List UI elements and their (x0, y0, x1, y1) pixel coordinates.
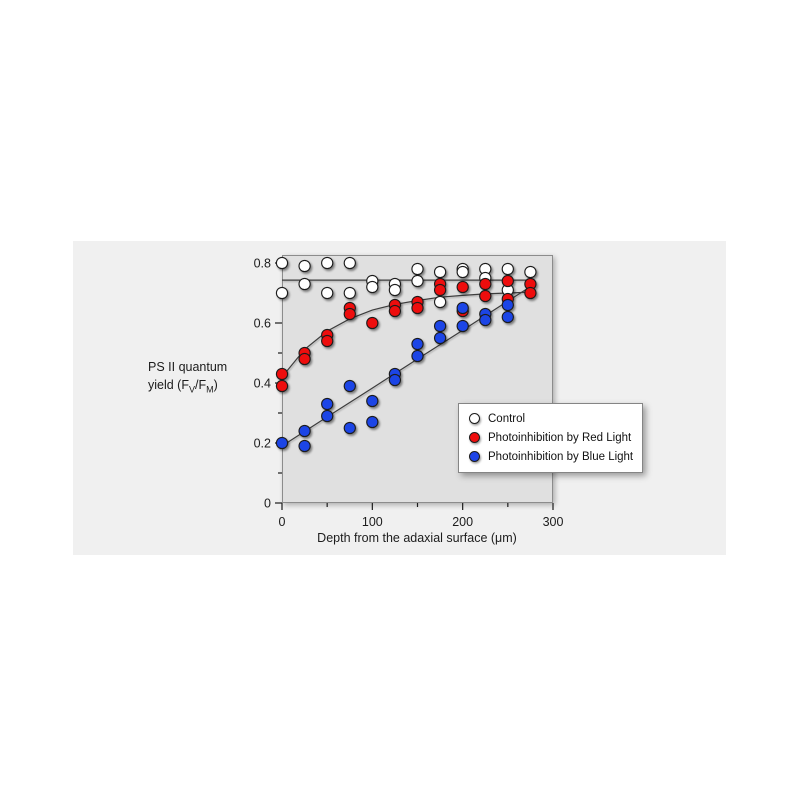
data-point-red (343, 307, 356, 321)
data-point-control (456, 265, 469, 279)
data-point-control (343, 286, 356, 300)
data-point-blue (343, 379, 356, 393)
x-tick-label: 0 (279, 515, 286, 529)
data-point-blue (298, 424, 311, 438)
legend-label-blue-light: Photoinhibition by Blue Light (488, 450, 634, 463)
x-axis-title: Depth from the adaxial surface (μm) (317, 531, 517, 545)
data-point-red (479, 289, 492, 303)
x-tick-label: 200 (452, 515, 473, 529)
data-point-blue (501, 298, 514, 312)
y-tick-label: 0 (264, 497, 271, 511)
y-axis-title-line2: yield (FV/FM) (148, 378, 218, 395)
data-point-blue (366, 394, 379, 408)
data-point-blue (456, 301, 469, 315)
legend: Control Photoinhibition by Red Light Pho… (458, 403, 643, 473)
data-point-blue (298, 439, 311, 453)
data-point-red (366, 316, 379, 330)
data-point-blue (433, 331, 447, 345)
legend-item-control: Control (469, 409, 642, 428)
data-point-blue (321, 409, 334, 423)
data-point-red (388, 304, 402, 318)
data-point-control (298, 277, 311, 291)
data-point-blue (501, 310, 514, 324)
data-point-red (433, 283, 447, 297)
data-point-red (456, 280, 469, 294)
data-point-red (501, 274, 514, 288)
data-point-control (275, 286, 289, 300)
data-point-control (321, 256, 334, 270)
x-tick-label: 100 (362, 515, 383, 529)
data-point-control (433, 295, 447, 309)
data-point-red (275, 379, 289, 393)
legend-item-blue-light: Photoinhibition by Blue Light (469, 447, 642, 466)
legend-item-red-light: Photoinhibition by Red Light (469, 428, 642, 447)
data-point-red (479, 277, 492, 291)
data-point-blue (411, 349, 424, 363)
data-point-control (433, 265, 447, 279)
data-point-red (524, 286, 537, 300)
data-point-control (366, 280, 379, 294)
data-point-blue (411, 337, 424, 351)
data-point-blue (456, 319, 469, 333)
data-point-control (343, 256, 356, 270)
legend-marker-control-icon (469, 413, 480, 424)
y-tick-label: 0.2 (254, 437, 271, 451)
y-tick-label: 0.8 (254, 257, 271, 271)
data-point-control (275, 256, 289, 270)
data-point-control (411, 262, 424, 276)
data-point-red (298, 352, 311, 366)
axis-tick-labels: 0 0.2 0.4 0.6 0.8 0 100 200 300 (254, 257, 564, 530)
legend-marker-blue-light-icon (469, 451, 480, 462)
data-point-red (411, 301, 424, 315)
data-point-blue (433, 319, 447, 333)
data-point-control (298, 259, 311, 273)
data-point-red (321, 334, 334, 348)
y-tick-label: 0.4 (254, 377, 271, 391)
data-point-control (411, 274, 424, 288)
x-tick-label: 300 (543, 515, 564, 529)
data-point-blue (321, 397, 334, 411)
data-point-blue (275, 436, 289, 450)
data-point-blue (388, 373, 402, 387)
data-point-control (321, 286, 334, 300)
data-point-red (275, 367, 289, 381)
y-tick-label: 0.6 (254, 317, 271, 331)
data-point-control (524, 265, 537, 279)
legend-marker-red-light-icon (469, 432, 480, 443)
legend-label-control: Control (488, 412, 526, 425)
data-points (275, 256, 537, 453)
legend-label-red-light: Photoinhibition by Red Light (488, 431, 632, 444)
data-point-blue (479, 313, 492, 327)
fit-line-red (281, 291, 533, 378)
y-axis-title: PS II quantum yield (FV/FM) (148, 358, 227, 399)
data-point-control (501, 262, 514, 276)
data-point-blue (343, 421, 356, 435)
data-point-control (388, 283, 402, 297)
y-axis-title-line1: PS II quantum (148, 360, 228, 374)
data-point-blue (366, 415, 379, 429)
